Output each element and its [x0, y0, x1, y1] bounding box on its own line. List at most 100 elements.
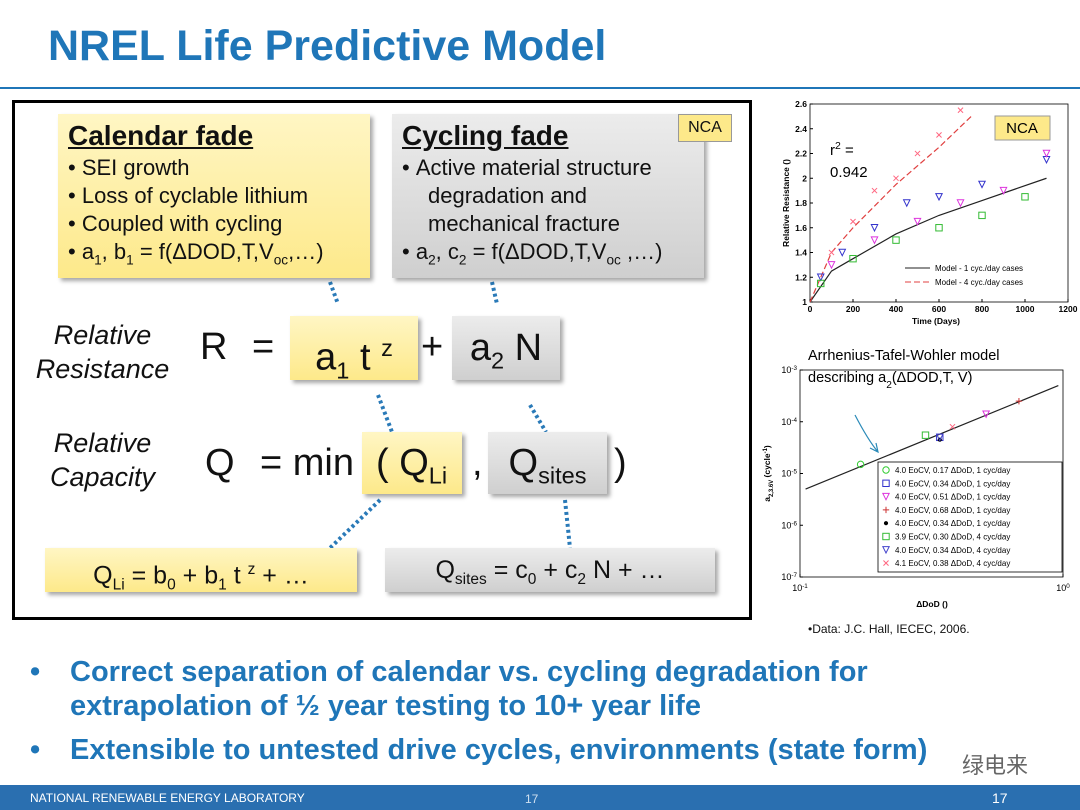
t: Resistance: [35, 354, 170, 384]
point: [1042, 149, 1051, 158]
y-tick-label: 2: [802, 173, 807, 183]
t: 1: [94, 252, 102, 268]
y-tick-label: 2.2: [795, 149, 807, 159]
legend-label: 4.0 EoCV, 0.34 ΔDoD, 1 cyc/day: [895, 479, 1010, 488]
watermark: 绿电来: [962, 748, 1029, 780]
calendar-formula: a1, b1 = f(ΔDOD,T,Voc,…): [68, 238, 370, 274]
text-part: a: [762, 497, 772, 502]
text-part: 10: [781, 572, 791, 582]
text-part: r: [830, 142, 835, 159]
point: [828, 249, 835, 256]
eq: ,: [472, 442, 483, 484]
legend-label: Model - 4 cyc./day cases: [935, 278, 1023, 287]
t: N + …: [586, 556, 665, 584]
text-part: 2,3.6V: [769, 480, 775, 497]
legend-marker: [882, 466, 890, 474]
x-tick-label: 10-1: [792, 583, 808, 594]
t: 0: [167, 576, 176, 594]
x-axis-label: ΔDoD (): [916, 599, 948, 609]
text-part: 10: [781, 520, 791, 530]
y-tick-label: 1.4: [795, 248, 807, 258]
text-part: 10: [792, 583, 802, 593]
y-tick-label: 10-3: [781, 365, 797, 376]
capacity-label: Relative Capacity: [20, 426, 185, 494]
calendar-item: Coupled with cycling: [68, 210, 370, 238]
point: [949, 423, 956, 430]
eq: = min: [260, 442, 354, 484]
t: sites: [538, 462, 587, 489]
t: N: [504, 327, 543, 369]
t: = f(ΔDOD,T,V: [133, 239, 274, 264]
tag-text: NCA: [1006, 120, 1038, 137]
point: [936, 132, 942, 138]
point: [816, 273, 825, 282]
text-part: -5: [791, 468, 797, 475]
point: [870, 236, 879, 245]
t: Q: [508, 442, 539, 484]
source: •Data: J.C. Hall, IECEC, 2006.: [808, 622, 970, 636]
cycling-item: degradation and: [428, 183, 588, 208]
point: [914, 150, 921, 157]
t: oc: [606, 252, 621, 268]
connector: [528, 403, 548, 434]
x-tick-label: 1000: [1016, 304, 1035, 314]
y-tick-label: 1: [802, 297, 807, 307]
point: [849, 254, 857, 263]
point: [913, 217, 922, 226]
annotation: r2 =: [830, 140, 854, 159]
point: [935, 224, 943, 232]
t: Relative: [53, 428, 152, 458]
text-part: (ΔDOD,T, V): [892, 370, 973, 386]
eq: =: [252, 326, 275, 368]
y-tick-label: 1.6: [795, 223, 807, 233]
y-tick-label: 2.6: [795, 99, 807, 109]
resistance-chart: 0 200 400 600 800 1000 1200 1 1.2 1.4 1.6 1.8 2 2.2 2.…: [781, 99, 1078, 326]
text-part: -1: [763, 447, 769, 453]
legend-label: 4.0 EoCV, 0.34 ΔDoD, 1 cyc/day: [895, 519, 1010, 528]
title: NREL Life Predictive Model: [48, 22, 607, 70]
eq: R: [200, 326, 228, 368]
y-tick-label: 1.8: [795, 198, 807, 208]
t: Li: [112, 576, 125, 594]
point: [902, 199, 911, 208]
t: + b: [175, 561, 219, 590]
connectors: [328, 281, 572, 550]
text-part: 10: [781, 469, 791, 479]
t: 2: [458, 252, 467, 268]
cycling-heading: Cycling fade: [402, 120, 569, 151]
text-part: 10: [1056, 583, 1066, 593]
point: [892, 236, 900, 244]
point: [838, 248, 847, 257]
x-tick-label: 800: [975, 304, 989, 314]
t: z: [247, 561, 256, 578]
point: [827, 261, 836, 270]
t: + …: [255, 561, 309, 590]
legend-label: 4.0 EoCV, 0.17 ΔDoD, 1 cyc/day: [895, 466, 1010, 475]
x-tick-label: 0: [808, 304, 813, 314]
t: Li: [428, 462, 448, 489]
t: 1: [218, 576, 227, 594]
x-tick-label: 400: [889, 304, 903, 314]
legend-label: 4.0 EoCV, 0.34 ΔDoD, 4 cyc/day: [895, 546, 1010, 555]
y-tick-label: 10-6: [781, 520, 797, 531]
point: [935, 433, 944, 442]
y-tick-label: 2.4: [795, 124, 807, 134]
t: Q: [93, 561, 113, 590]
t: 0: [527, 571, 537, 588]
eq: ): [614, 442, 627, 484]
point: [956, 199, 965, 208]
text-part: 10: [781, 417, 791, 427]
point: [977, 180, 987, 189]
text-part: -3: [791, 365, 797, 372]
footer-org: NATIONAL RENEWABLE ENERGY LABORATORY: [30, 791, 305, 805]
line: [805, 385, 1059, 490]
cycling-term: Qsites: [488, 432, 607, 494]
text-part: -4: [791, 416, 797, 423]
legend-label: 4.1 EoCV, 0.38 ΔDoD, 4 cyc/day: [895, 559, 1010, 568]
y-tick-label: 10-4: [781, 416, 797, 427]
t: Q: [399, 442, 429, 484]
t: Relative: [53, 320, 152, 350]
point: [921, 431, 930, 439]
page-number: 17: [525, 792, 539, 806]
y-axis-label: Relative Resistance (): [781, 159, 791, 247]
